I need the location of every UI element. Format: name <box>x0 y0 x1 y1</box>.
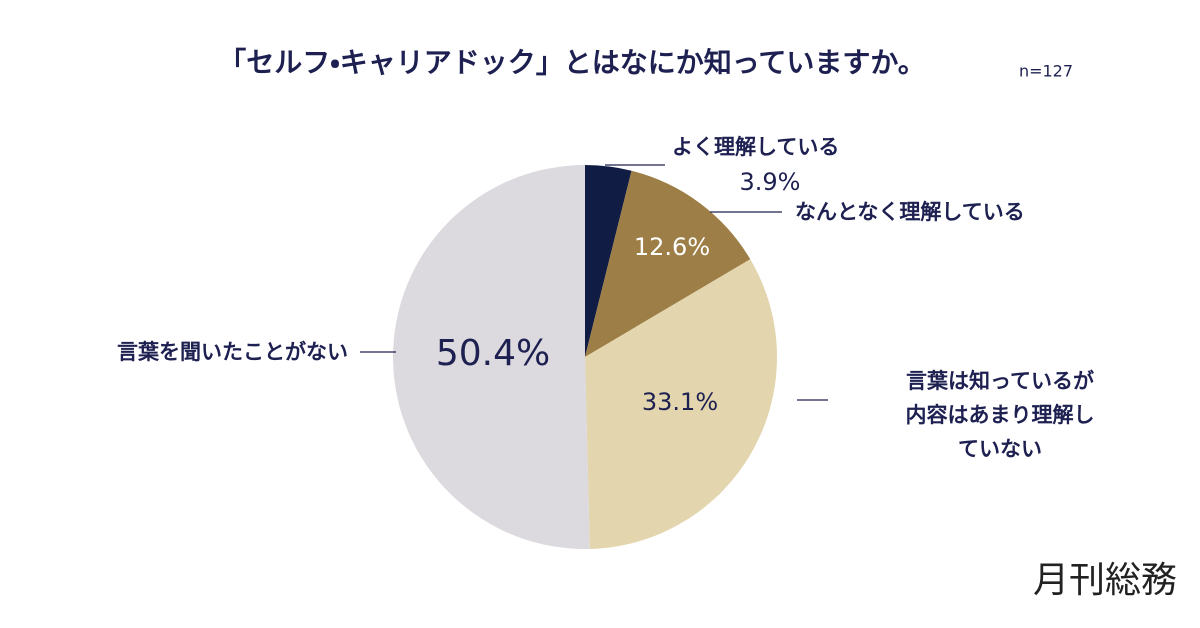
category-label: よく理解している <box>672 135 840 159</box>
brand-logo: 月刊総務 <box>1033 560 1177 601</box>
pie-slice <box>393 165 590 549</box>
category-label: 言葉を聞いたことがない <box>117 340 348 364</box>
category-label: なんとなく理解している <box>795 200 1025 224</box>
chart-title: 「セルフ・キャリアドック」とはなにか知っていますか。 <box>218 46 926 79</box>
category-label: 言葉は知っているが 内容はあまり理解していない <box>905 369 1095 461</box>
chart-subtitle: n=127 <box>1019 62 1073 81</box>
value-label: 12.6% <box>634 233 710 261</box>
value-label: 50.4% <box>436 333 550 374</box>
value-label: 3.9% <box>740 168 801 196</box>
value-label: 33.1% <box>642 388 718 416</box>
pie-slice <box>585 259 777 549</box>
pie-slice <box>585 165 632 357</box>
pie-slice <box>585 170 751 357</box>
